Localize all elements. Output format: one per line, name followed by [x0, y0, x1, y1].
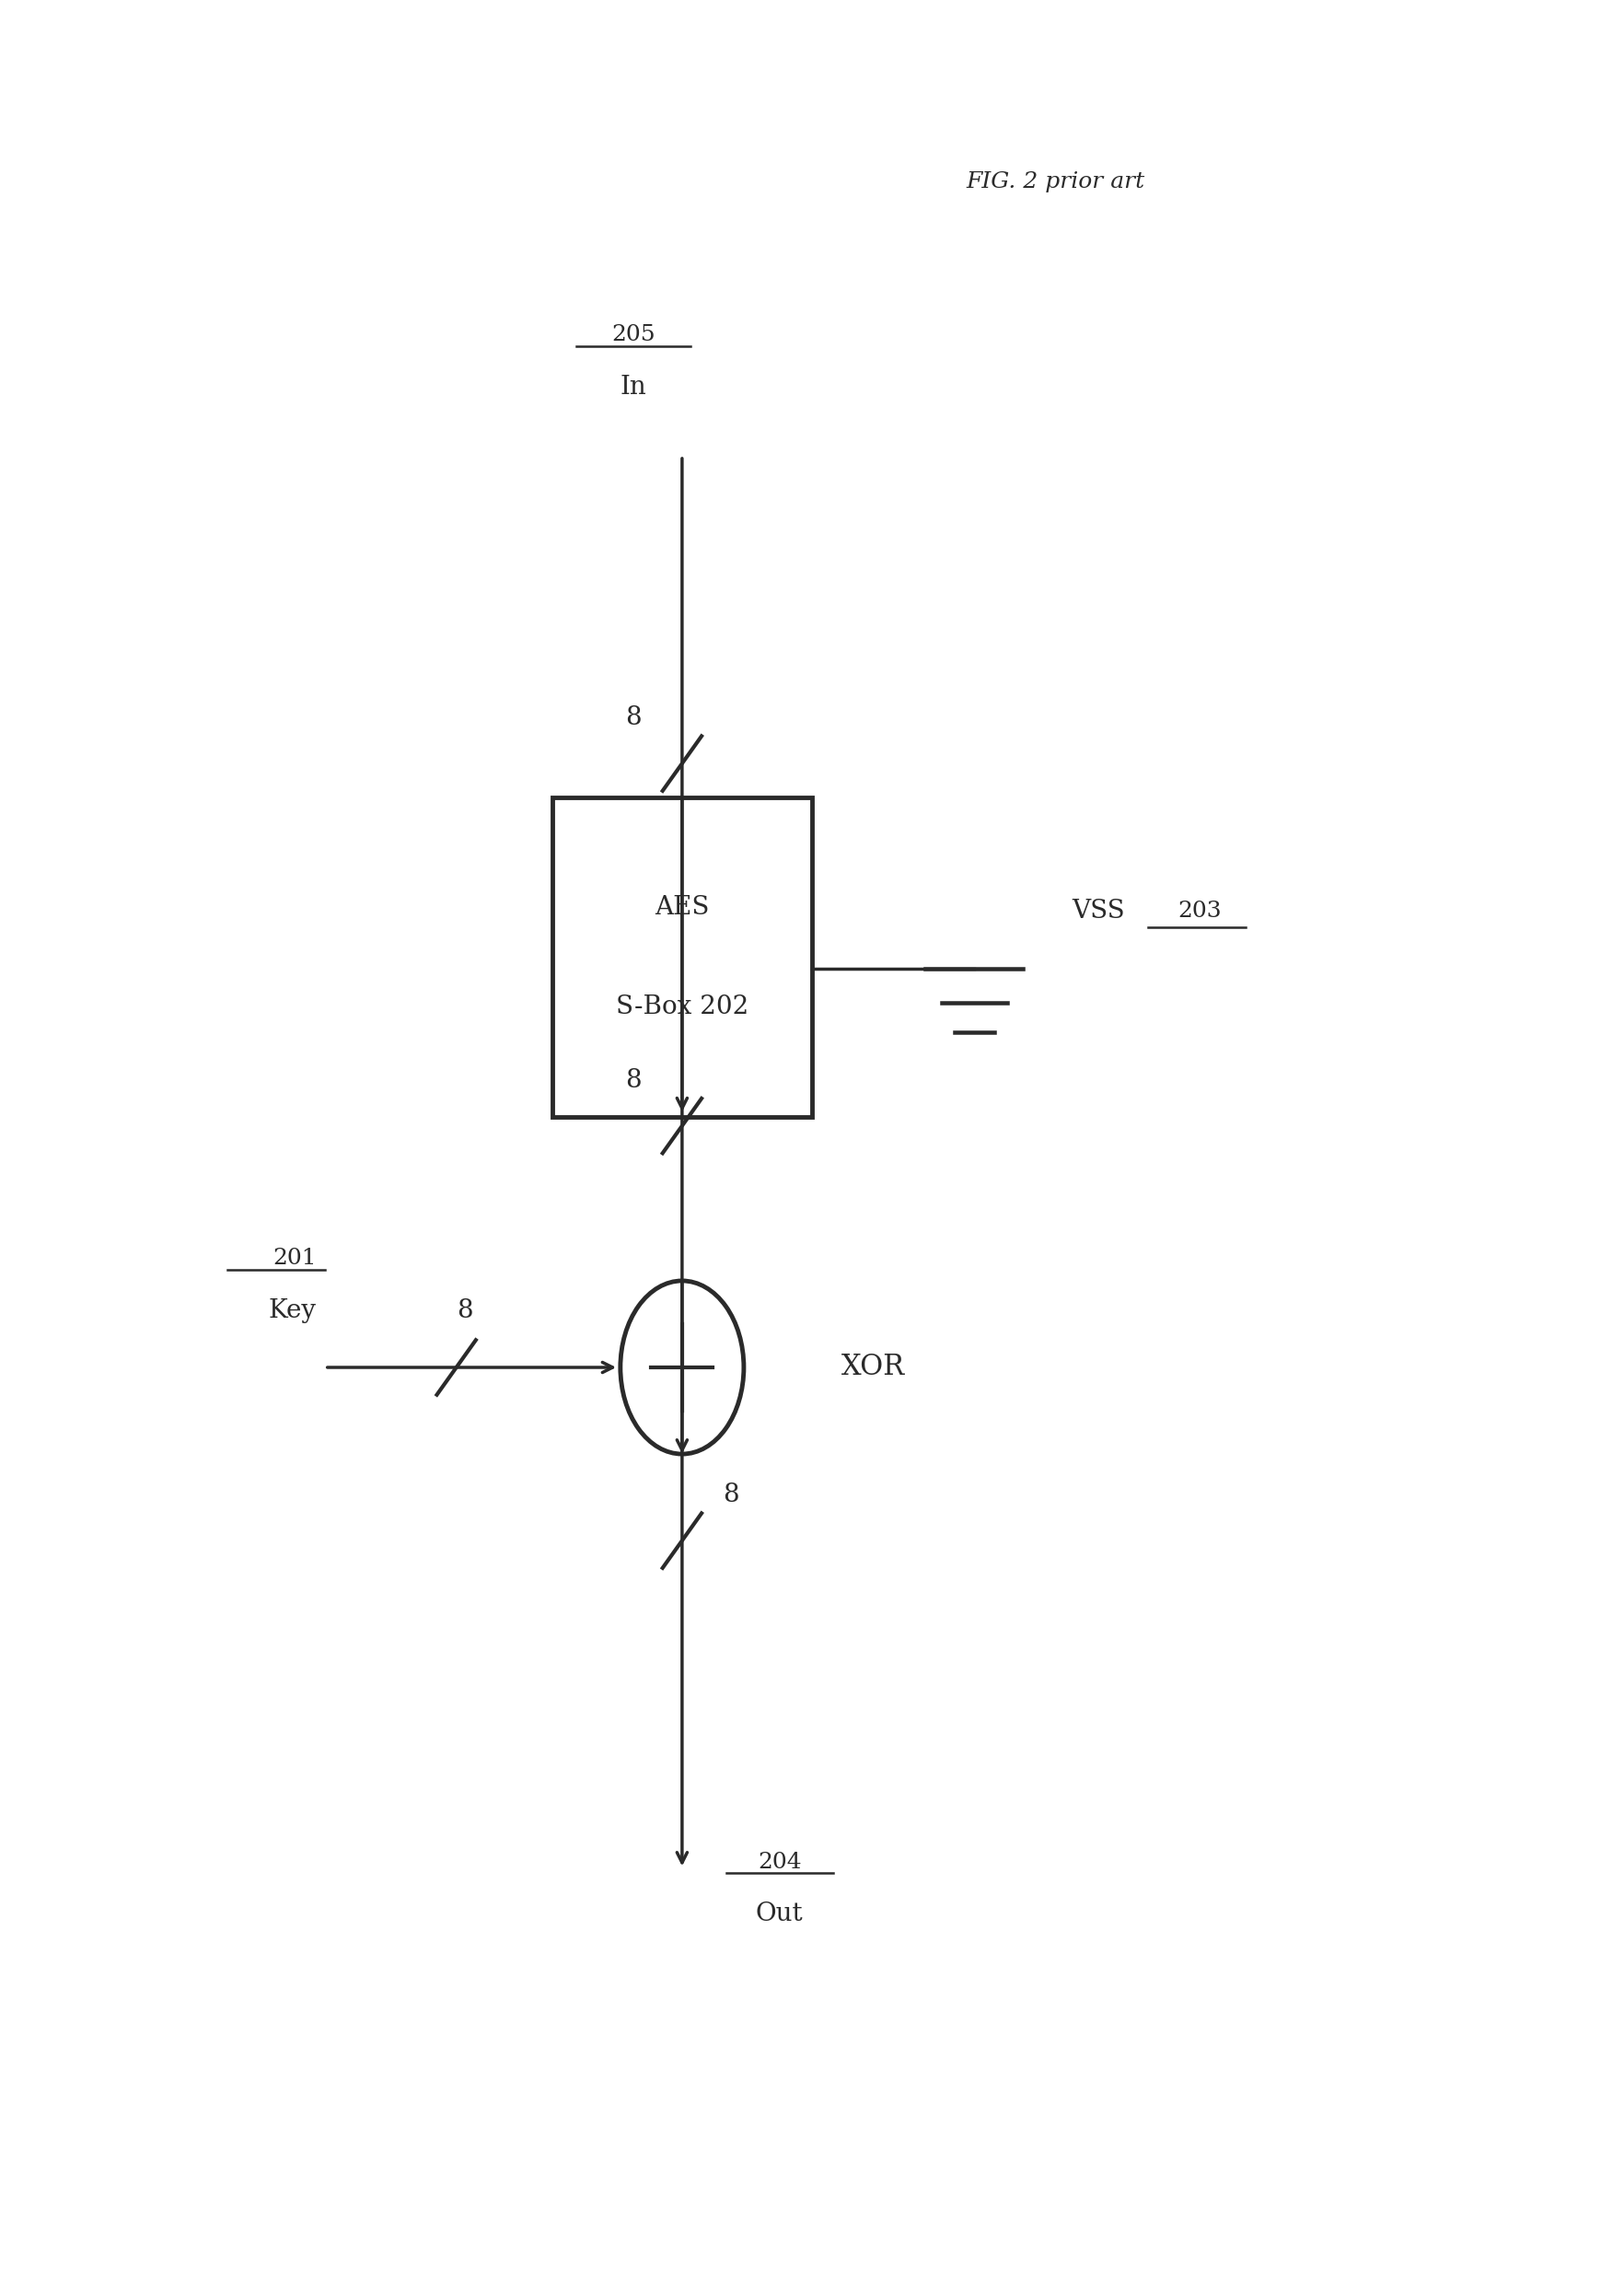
Text: FIG. 2 prior art: FIG. 2 prior art: [966, 171, 1145, 194]
Ellipse shape: [620, 1281, 744, 1454]
Text: 8: 8: [625, 1069, 641, 1092]
Text: In: In: [620, 376, 646, 399]
FancyBboxPatch shape: [552, 798, 812, 1117]
Text: 8: 8: [456, 1299, 473, 1322]
Text: AES: AES: [654, 896, 710, 918]
Text: 8: 8: [723, 1484, 739, 1506]
Text: Out: Out: [755, 1903, 804, 1926]
Text: S-Box 202: S-Box 202: [615, 996, 749, 1019]
Text: 201: 201: [273, 1247, 317, 1269]
Text: 203: 203: [1177, 900, 1221, 923]
Text: 8: 8: [625, 706, 641, 729]
Text: Key: Key: [270, 1299, 317, 1322]
Text: VSS: VSS: [1072, 900, 1125, 923]
Text: 204: 204: [758, 1851, 801, 1873]
Text: 205: 205: [612, 324, 654, 346]
Text: XOR: XOR: [841, 1354, 905, 1381]
